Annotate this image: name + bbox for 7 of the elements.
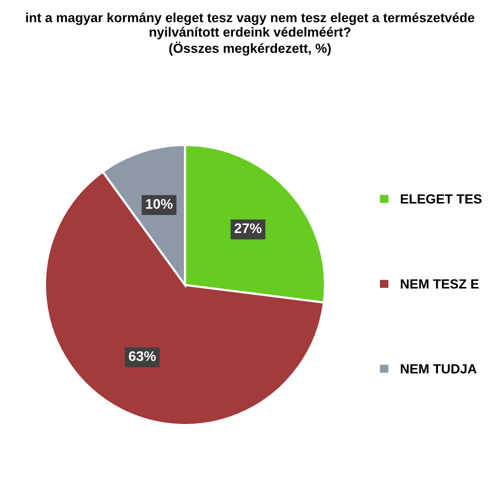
legend-label: ELEGET TES xyxy=(400,194,482,204)
chart-title: int a magyar kormány eleget tesz vagy nem tesz eleget a természetvéde nyilvánított erdeink védelméért? (Összes megkérdezett, %) xyxy=(26,12,474,56)
legend-label: NEM TESZ E xyxy=(400,279,479,289)
data-label: 10% xyxy=(146,199,173,209)
data-label: 27% xyxy=(234,223,262,234)
data-label: 63% xyxy=(128,351,156,362)
legend-label: NEM TUDJA xyxy=(400,364,477,374)
